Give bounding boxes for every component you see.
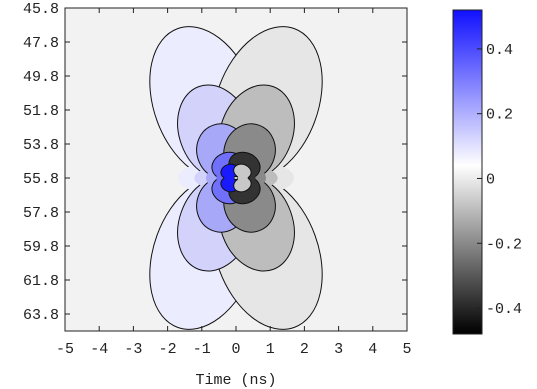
colorbar: 0.4 0.2 0 -0.2 -0.4 <box>452 9 522 335</box>
contour-core-neg <box>238 168 248 188</box>
colorbar-tick-label: -0.2 <box>486 236 522 253</box>
y-tick-label: 63.8 <box>23 307 59 324</box>
x-tick-label: -1 <box>193 341 211 358</box>
colorbar-gradient <box>452 9 483 335</box>
y-tick-label: 61.8 <box>23 273 59 290</box>
x-tick-label: 1 <box>266 341 275 358</box>
y-tick-label: 53.8 <box>23 137 59 154</box>
contour-fills <box>149 26 323 330</box>
colorbar-ticks: 0.4 0.2 0 -0.2 -0.4 <box>477 42 522 318</box>
plot-area: -5 -4 -3 -2 -1 0 1 2 3 4 5 45.8 47.8 49.8 51.8 53.8 55.… <box>23 1 412 358</box>
y-tick-label: 49.8 <box>23 69 59 86</box>
x-tick-label: -5 <box>56 341 74 358</box>
colorbar-tick-label: 0 <box>486 171 495 188</box>
x-axis-label: Time (ns) <box>195 372 276 389</box>
x-tick-label: -2 <box>159 341 177 358</box>
colorbar-tick-label: 0.2 <box>486 107 513 124</box>
y-tick-label: 57.8 <box>23 205 59 222</box>
x-tick-label: 0 <box>231 341 240 358</box>
x-tick-label: -4 <box>90 341 108 358</box>
x-tick-label: -3 <box>124 341 142 358</box>
x-tick-label: 4 <box>368 341 377 358</box>
y-tick-label: 55.8 <box>23 171 59 188</box>
x-tick-label: 5 <box>402 341 411 358</box>
x-tick-label: 2 <box>300 341 309 358</box>
colorbar-tick-label: -0.4 <box>486 301 522 318</box>
x-tick-label: 3 <box>334 341 343 358</box>
y-tick-label: 59.8 <box>23 239 59 256</box>
y-axis-ticks: 45.8 47.8 49.8 51.8 53.8 55.8 57.8 59.8 61.8 63.8 <box>23 1 407 324</box>
x-axis-ticks: -5 -4 -3 -2 -1 0 1 2 3 4 5 <box>56 8 412 358</box>
y-tick-label: 51.8 <box>23 103 59 120</box>
y-tick-label: 47.8 <box>23 35 59 52</box>
contour-core-pos <box>224 168 235 188</box>
y-tick-label: 45.8 <box>23 1 59 18</box>
colorbar-tick-label: 0.4 <box>486 42 513 59</box>
